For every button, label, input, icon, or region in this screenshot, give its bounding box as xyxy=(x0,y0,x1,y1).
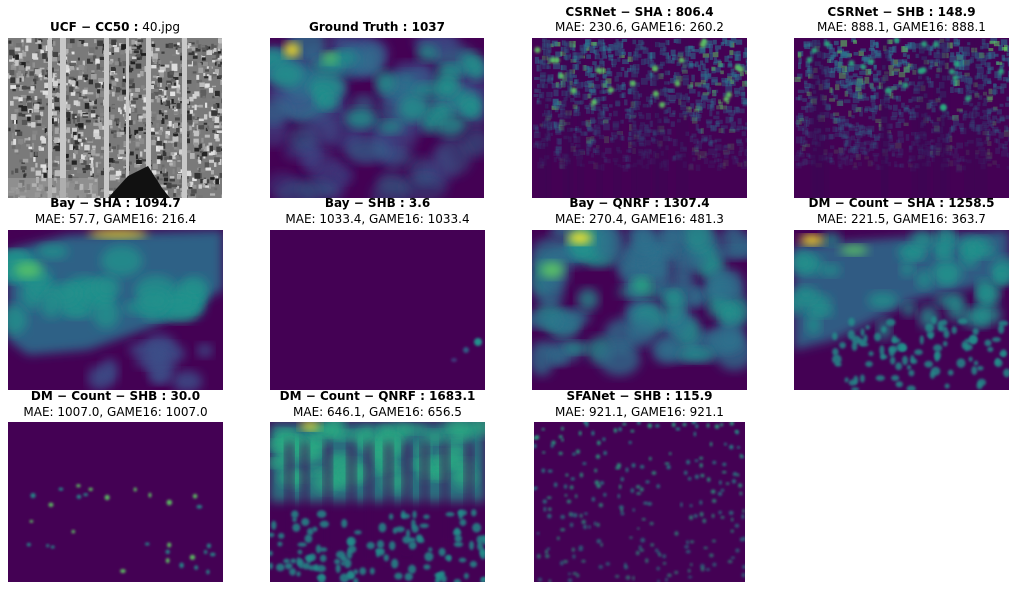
panel-metrics: MAE: 221.5, GAME16: 363.7 xyxy=(817,212,986,226)
density-map xyxy=(534,422,745,582)
panel-metrics: MAE: 888.1, GAME16: 888.1 xyxy=(817,20,986,34)
panel-metrics: MAE: 270.4, GAME16: 481.3 xyxy=(555,212,724,226)
panel-title-bold: SFANet − SHB : 115.9 xyxy=(566,389,713,403)
panel-bay-shb: Bay − SHB : 3.6 MAE: 1033.4, GAME16: 1033… xyxy=(230,0,525,589)
panel-csrnet-shb: CSRNet − SHB : 148.9 MAE: 888.1, GAME16: … xyxy=(754,0,1015,589)
panel-title-bold: CSRNet − SHA : 806.4 xyxy=(565,5,714,19)
panel-title: CSRNet − SHB : 148.9 xyxy=(754,5,1015,19)
panel-dm-sha: DM − Count − SHA : 1258.5 MAE: 221.5, GAM… xyxy=(754,0,1015,589)
panel-title: UCF − CC50 : 40.jpg xyxy=(0,20,262,34)
panel-title-bold: Bay − QNRF : 1307.4 xyxy=(569,196,710,210)
panel-metrics: MAE: 230.6, GAME16: 260.2 xyxy=(555,20,724,34)
density-map xyxy=(8,422,223,582)
density-map xyxy=(270,230,485,390)
density-map xyxy=(532,230,747,390)
panel-title-bold: Bay − SHB : 3.6 xyxy=(324,196,431,210)
panel-title: Bay − SHA : 1094.7 xyxy=(0,196,263,210)
panel-title: CSRNet − SHA : 806.4 xyxy=(492,5,787,19)
panel-title-bold: DM − Count − SHA : 1258.5 xyxy=(808,196,995,210)
panel-title: Bay − QNRF : 1307.4 xyxy=(492,196,787,210)
panel-title-bold: DM − Count − QNRF : 1683.1 xyxy=(279,389,476,403)
density-map xyxy=(532,38,747,198)
panel-dm-qnrf: DM − Count − QNRF : 1683.1 MAE: 646.1, GA… xyxy=(230,0,525,589)
panel-metrics: MAE: 646.1, GAME16: 656.5 xyxy=(293,405,462,419)
density-map xyxy=(794,38,1009,198)
panel-title: Ground Truth : 1037 xyxy=(230,20,524,34)
density-map xyxy=(794,230,1009,390)
panel-title-rest: 40.jpg xyxy=(138,20,180,34)
input-photo xyxy=(8,38,222,198)
panel-title-bold: CSRNet − SHB : 148.9 xyxy=(827,5,976,19)
panel-title-bold: DM − Count − SHB : 30.0 xyxy=(30,389,201,403)
panel-title: SFANet − SHB : 115.9 xyxy=(494,389,785,403)
panel-title-bold: Bay − SHA : 1094.7 xyxy=(50,196,181,210)
panel-title: DM − Count − SHB : 30.0 xyxy=(0,389,263,403)
panel-title-bold: Ground Truth : 1037 xyxy=(308,20,446,34)
panel-metrics: MAE: 57.7, GAME16: 216.4 xyxy=(34,212,197,226)
panel-title: Bay − SHB : 3.6 xyxy=(230,196,525,210)
density-map xyxy=(270,422,485,582)
panel-title-bold: UCF − CC50 : xyxy=(50,20,139,34)
panel-gt: Ground Truth : 1037 xyxy=(230,0,524,589)
panel-sfanet-shb: SFANet − SHB : 115.9 MAE: 921.1, GAME16: … xyxy=(494,0,785,589)
panel-metrics: MAE: 921.1, GAME16: 921.1 xyxy=(555,405,724,419)
panel-title: DM − Count − QNRF : 1683.1 xyxy=(230,389,525,403)
panel-title: DM − Count − SHA : 1258.5 xyxy=(754,196,1015,210)
density-map xyxy=(270,38,484,198)
panel-metrics: MAE: 1007.0, GAME16: 1007.0 xyxy=(23,405,208,419)
panel-bay-qnrf: Bay − QNRF : 1307.4 MAE: 270.4, GAME16: 4… xyxy=(492,0,787,589)
density-map xyxy=(8,230,223,390)
panel-csrnet-sha: CSRNet − SHA : 806.4 MAE: 230.6, GAME16: … xyxy=(492,0,787,589)
panel-input: UCF − CC50 : 40.jpg xyxy=(0,0,262,589)
panel-bay-sha: Bay − SHA : 1094.7 MAE: 57.7, GAME16: 216… xyxy=(0,0,263,589)
panel-dm-shb: DM − Count − SHB : 30.0 MAE: 1007.0, GAME… xyxy=(0,0,263,589)
panel-metrics: MAE: 1033.4, GAME16: 1033.4 xyxy=(285,212,470,226)
